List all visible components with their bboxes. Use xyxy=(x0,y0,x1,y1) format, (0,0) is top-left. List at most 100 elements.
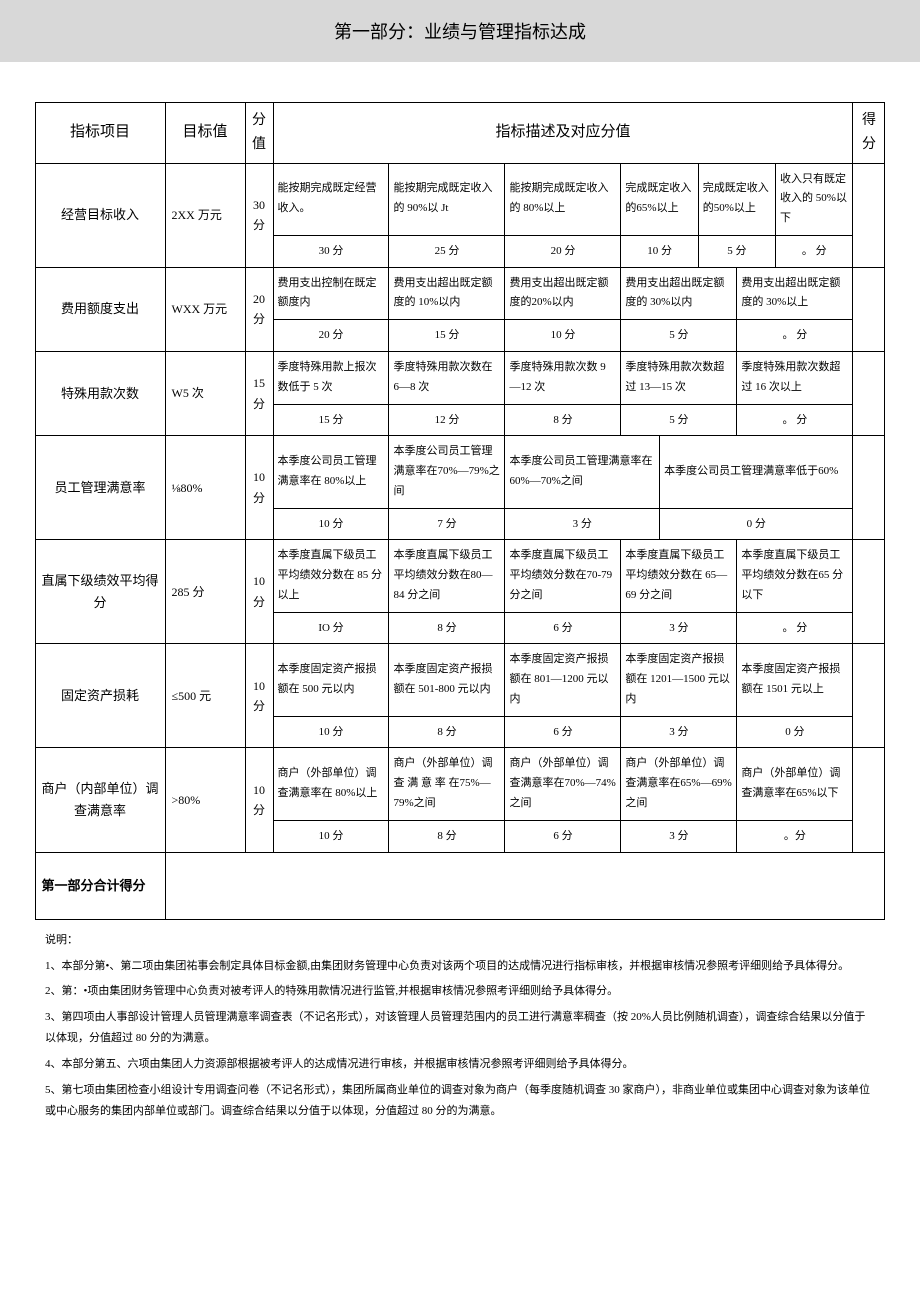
notes-block: 说明： 1、本部分第•、第二项由集团祐事会制定具体目标金额,由集团财务管理中心负… xyxy=(45,930,875,1122)
metric-score-label: 15 分 xyxy=(273,404,389,436)
metric-target: ⅛80% xyxy=(165,436,245,540)
metric-score-input[interactable] xyxy=(853,540,885,644)
metric-desc-cell: 本季度直属下级员工平均绩效分数在65 分以下 xyxy=(737,540,853,612)
metric-target: 285 分 xyxy=(165,540,245,644)
metric-desc-cell: 季度特殊用款次数在 6—8 次 xyxy=(389,351,505,404)
metric-score-label: 。 分 xyxy=(776,235,853,267)
metric-desc-cell: 本季度固定资产报损额在 801—1200 元以内 xyxy=(505,644,621,716)
metric-desc-cell: 费用支出控制在既定额度内 xyxy=(273,267,389,320)
metric-label: 特殊用款次数 xyxy=(35,351,165,435)
metric-score-label: 5 分 xyxy=(698,235,775,267)
metric-desc-cell: 费用支出超出既定额度的 30%以内 xyxy=(621,267,737,320)
metric-desc-cell: 本季度直属下级员工平均绩效分数在80—84 分之间 xyxy=(389,540,505,612)
metric-score-label: 15 分 xyxy=(389,320,505,352)
metric-desc-cell: 本季度公司员工管理满意率在70%—79%之间 xyxy=(389,436,505,508)
metric-target: ≤500 元 xyxy=(165,644,245,748)
metric-desc-cell: 商户（外部单位）调查满意率在65%—69%之间 xyxy=(621,748,737,820)
metric-score-label: 12 分 xyxy=(389,404,505,436)
metric-label: 经营目标收入 xyxy=(35,163,165,267)
metric-score-label: 7 分 xyxy=(389,508,505,540)
metric-points: 10 分 xyxy=(245,436,273,540)
metric-score-label: 6 分 xyxy=(505,612,621,644)
metric-desc-cell: 完成既定收入的50%以上 xyxy=(698,163,775,235)
metric-desc-cell: 费用支出超出既定额度的 30%以上 xyxy=(737,267,853,320)
metric-desc-cell: 商户（外部单位）调 查 满 意 率 在75%—79%之间 xyxy=(389,748,505,820)
metric-score-label: 10 分 xyxy=(273,716,389,748)
metric-score-input[interactable] xyxy=(853,351,885,435)
metric-score-label: 8 分 xyxy=(389,716,505,748)
metric-desc-cell: 商户（外部单位）调查满意率在65%以下 xyxy=(737,748,853,820)
metric-score-label: 0 分 xyxy=(737,716,853,748)
metric-score-label: 。 分 xyxy=(737,612,853,644)
header-desc: 指标描述及对应分值 xyxy=(273,103,853,164)
metric-desc-cell: 收入只有既定收入的 50%以下 xyxy=(776,163,853,235)
metric-score-label: 5 分 xyxy=(621,320,737,352)
metric-score-label: 8 分 xyxy=(505,404,621,436)
metric-desc-cell: 本季度直属下级员工平均绩效分数在 65—69 分之间 xyxy=(621,540,737,612)
metric-score-label: 20 分 xyxy=(505,235,621,267)
note-item: 2、第：•项由集团财务管理中心负责对被考评人的特殊用款情况进行监管,并根据审核情… xyxy=(45,981,875,1002)
metric-score-label: 6 分 xyxy=(505,820,621,852)
metric-score-label: 6 分 xyxy=(505,716,621,748)
metric-desc-cell: 本季度直属下级员工平均绩效分数在70-79 分之间 xyxy=(505,540,621,612)
metric-label: 费用额度支出 xyxy=(35,267,165,351)
note-item: 3、第四项由人事部设计管理人员管理满意率调查表（不记名形式），对该管理人员管理范… xyxy=(45,1007,875,1049)
metric-score-label: 30 分 xyxy=(273,235,389,267)
metric-score-label: 8 分 xyxy=(389,820,505,852)
metric-score-label: 。 分 xyxy=(737,320,853,352)
metric-desc-cell: 商户（外部单位）调查满意率在70%—74%之间 xyxy=(505,748,621,820)
metric-target: W5 次 xyxy=(165,351,245,435)
section-banner: 第一部分：业绩与管理指标达成 xyxy=(0,0,920,62)
metric-label: 员工管理满意率 xyxy=(35,436,165,540)
metric-desc-cell: 本季度公司员工管理满意率低于60% xyxy=(660,436,853,508)
banner-title: 第一部分：业绩与管理指标达成 xyxy=(334,22,586,42)
kpi-table: 指标项目目标值分值指标描述及对应分值得分经营目标收入2XX 万元30 分能按期完… xyxy=(35,102,886,920)
metric-score-label: 3 分 xyxy=(505,508,660,540)
metric-score-label: 10 分 xyxy=(273,820,389,852)
metric-score-label: 。分 xyxy=(737,820,853,852)
metric-desc-cell: 能按期完成既定收入的 90%以 Jt xyxy=(389,163,505,235)
metric-points: 15 分 xyxy=(245,351,273,435)
header-target: 目标值 xyxy=(165,103,245,164)
metric-desc-cell: 季度特殊用款次数超过 13—15 次 xyxy=(621,351,737,404)
metric-desc-cell: 季度特殊用款次数 9—12 次 xyxy=(505,351,621,404)
metric-score-label: 10 分 xyxy=(505,320,621,352)
note-item: 5、第七项由集团检查小组设计专用调查问卷（不记名形式），集团所属商业单位的调查对… xyxy=(45,1080,875,1122)
metric-score-label: 10 分 xyxy=(621,235,698,267)
metric-desc-cell: 本季度固定资产报损额在 1201—1500 元以内 xyxy=(621,644,737,716)
total-value[interactable] xyxy=(165,852,885,919)
metric-score-label: 10 分 xyxy=(273,508,389,540)
metric-score-input[interactable] xyxy=(853,644,885,748)
metric-points: 10 分 xyxy=(245,748,273,852)
metric-target: 2XX 万元 xyxy=(165,163,245,267)
metric-label: 直属下级绩效平均得分 xyxy=(35,540,165,644)
metric-desc-cell: 季度特殊用款次数超过 16 次以上 xyxy=(737,351,853,404)
header-points: 分值 xyxy=(245,103,273,164)
metric-label: 固定资产损耗 xyxy=(35,644,165,748)
metric-score-input[interactable] xyxy=(853,748,885,852)
metric-score-input[interactable] xyxy=(853,267,885,351)
metric-label: 商户（内部单位）调查满意率 xyxy=(35,748,165,852)
metric-desc-cell: 能按期完成既定经营收入。 xyxy=(273,163,389,235)
metric-desc-cell: 商户（外部单位）调查满意率在 80%以上 xyxy=(273,748,389,820)
metric-points: 10 分 xyxy=(245,644,273,748)
metric-desc-cell: 本季度固定资产报损额在 1501 元以上 xyxy=(737,644,853,716)
note-item: 4、本部分第五、六项由集团人力资源部根据被考评人的达成情况进行审核，并根据审核情… xyxy=(45,1054,875,1075)
metric-score-label: 3 分 xyxy=(621,820,737,852)
metric-score-label: 20 分 xyxy=(273,320,389,352)
metric-score-label: 25 分 xyxy=(389,235,505,267)
metric-score-input[interactable] xyxy=(853,163,885,267)
metric-score-input[interactable] xyxy=(853,436,885,540)
metric-score-label: 3 分 xyxy=(621,612,737,644)
metric-desc-cell: 本季度固定资产报损额在 501-800 元以内 xyxy=(389,644,505,716)
metric-score-label: 8 分 xyxy=(389,612,505,644)
metric-desc-cell: 本季度公司员工管理满意率在 60%—70%之间 xyxy=(505,436,660,508)
metric-score-label: 5 分 xyxy=(621,404,737,436)
metric-desc-cell: 季度特殊用款上报次数低于 5 次 xyxy=(273,351,389,404)
metric-score-label: 。 分 xyxy=(737,404,853,436)
metric-desc-cell: 本季度直属下级员工平均绩效分数在 85 分以上 xyxy=(273,540,389,612)
metric-desc-cell: 本季度固定资产报损额在 500 元以内 xyxy=(273,644,389,716)
metric-score-label: IO 分 xyxy=(273,612,389,644)
metric-score-label: 0 分 xyxy=(660,508,853,540)
metric-points: 20 分 xyxy=(245,267,273,351)
